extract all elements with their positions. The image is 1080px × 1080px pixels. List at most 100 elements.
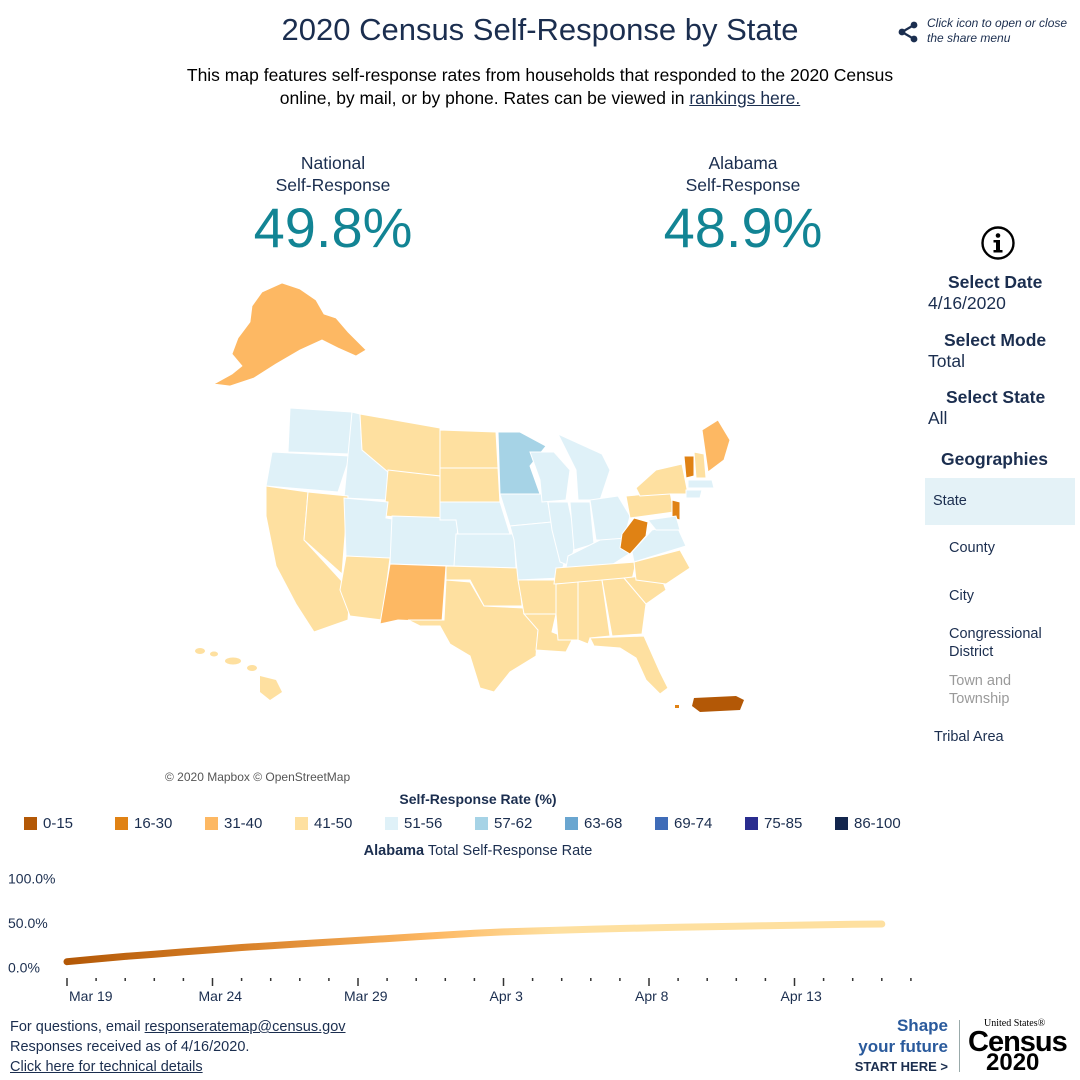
- state-arizona: [339, 555, 391, 621]
- state-connecticut: [685, 489, 703, 499]
- legend-title: Self-Response Rate (%): [399, 791, 557, 807]
- legend-item-57-62: 57-62: [475, 814, 532, 832]
- legend-label: 51-56: [404, 814, 443, 832]
- legend-swatch: [475, 816, 488, 830]
- geo-option-city[interactable]: City: [949, 588, 974, 604]
- geo-option-cd-line1: Congressional: [949, 626, 1042, 642]
- y-tick-label: 50.0%: [8, 915, 48, 931]
- promo-line-1: Shape: [896, 1016, 948, 1035]
- share-control[interactable]: Click icon to open or close the share me…: [896, 16, 1076, 50]
- geo-option-town-line1: Town and: [949, 673, 1012, 689]
- legend-item-86-100: 86-100: [835, 814, 901, 832]
- state-virginia: [631, 523, 687, 563]
- rankings-link[interactable]: rankings here.: [689, 88, 801, 108]
- legend-swatch: [205, 816, 218, 830]
- national-kpi-label-1: National: [300, 153, 366, 173]
- state-north-dakota: [439, 429, 499, 469]
- state-maine: [701, 419, 731, 473]
- legend-item-75-85: 75-85: [745, 814, 802, 832]
- census-logo-year: 2020: [986, 1049, 1040, 1076]
- footer-questions: For questions, email responseratemap@cen…: [10, 1017, 346, 1037]
- geo-option-state[interactable]: State: [925, 478, 1075, 525]
- census-2020-promo[interactable]: Shape your future START HERE > United St…: [846, 1016, 1076, 1078]
- share-icon[interactable]: [896, 20, 920, 44]
- geo-option-town-township: Town and Township: [949, 672, 1011, 708]
- legend-item-41-50: 41-50: [295, 814, 352, 832]
- state-new-hampshire: [693, 451, 707, 479]
- state-new-jersey: [671, 499, 681, 521]
- legend-swatch: [385, 816, 398, 830]
- technical-details-link[interactable]: Click here for technical details: [10, 1059, 203, 1075]
- page-footer: For questions, email responseratemap@cen…: [10, 1017, 346, 1077]
- geo-option-state-label: State: [933, 493, 967, 509]
- legend-item-0-15: 0-15: [24, 814, 73, 832]
- footer-questions-text: For questions, email: [10, 1019, 145, 1035]
- x-tick-label: Apr 3: [490, 988, 524, 1004]
- state-west-virginia: [619, 517, 649, 555]
- state-oregon: [265, 451, 351, 493]
- trend-title-state: Alabama: [363, 843, 425, 859]
- state-vermont: [683, 455, 695, 479]
- geo-option-tribal-area[interactable]: Tribal Area: [934, 729, 1004, 745]
- legend-label: 57-62: [494, 814, 533, 832]
- promo-start-here[interactable]: START HERE >: [854, 1059, 948, 1074]
- footer-received: Responses received as of 4/16/2020.: [10, 1039, 250, 1055]
- email-link[interactable]: responseratemap@census.gov: [144, 1019, 346, 1035]
- select-state-value[interactable]: All: [928, 408, 948, 428]
- geo-option-town-line2: Township: [949, 691, 1010, 707]
- trend-chart-title: Alabama Total Self-Response Rate: [0, 843, 956, 859]
- legend-swatch: [295, 816, 308, 830]
- x-tick-label: Mar 19: [69, 988, 113, 1004]
- state-nevada: [303, 491, 349, 576]
- subtitle-text: This map features self-response rates fr…: [186, 65, 894, 108]
- select-mode-value[interactable]: Total: [928, 351, 965, 371]
- state-texas: [407, 579, 539, 693]
- trend-line-chart[interactable]: 100.0% 50.0% 0.0% Mar 19 Mar 24 Mar 29 Apr 3 A…: [0, 868, 930, 1008]
- geo-option-congressional-district[interactable]: Congressional District: [949, 625, 1042, 661]
- state-kpi: Alabama Self-Response 48.9%: [613, 152, 873, 258]
- state-north-carolina: [633, 549, 691, 585]
- state-louisiana: [522, 613, 573, 653]
- state-hawaii[interactable]: [195, 648, 282, 700]
- state-pennsylvania: [625, 491, 675, 519]
- legend-item-16-30: 16-30: [115, 814, 172, 832]
- share-hint: Click icon to open or close the share me…: [927, 16, 1068, 45]
- legend-label: 69-74: [674, 814, 713, 832]
- state-maryland: [647, 515, 681, 531]
- promo-line-2: your future: [858, 1037, 948, 1056]
- legend-swatch: [24, 816, 37, 830]
- legend-swatch: [115, 816, 128, 830]
- territory-puerto-rico[interactable]: [692, 696, 744, 712]
- state-new-mexico: [379, 563, 447, 625]
- state-alaska[interactable]: [212, 282, 367, 387]
- legend-label: 75-85: [764, 814, 803, 832]
- page-title: 2020 Census Self-Response by State: [281, 12, 799, 47]
- state-massachusetts: [687, 479, 715, 489]
- legend-label: 86-100: [854, 814, 901, 832]
- x-tick-label: Apr 13: [781, 988, 822, 1004]
- trend-title-rest: Total Self-Response Rate: [424, 843, 593, 859]
- info-icon[interactable]: [980, 225, 1016, 261]
- legend-label: 63-68: [584, 814, 623, 832]
- legend-label: 0-15: [43, 814, 74, 832]
- national-kpi: National Self-Response 49.8%: [203, 152, 463, 258]
- legend-item-63-68: 63-68: [565, 814, 622, 832]
- legend-label: 41-50: [314, 814, 353, 832]
- legend-swatch: [565, 816, 578, 830]
- state-kpi-label-2: Self-Response: [685, 175, 801, 195]
- state-arkansas: [517, 579, 561, 615]
- geo-option-county[interactable]: County: [949, 540, 995, 556]
- select-date-value[interactable]: 4/16/2020: [928, 293, 1006, 313]
- geo-option-cd-line2: District: [949, 644, 994, 660]
- x-tick-label: Mar 29: [344, 988, 388, 1004]
- geographies-label: Geographies: [941, 449, 1048, 469]
- map-attribution[interactable]: © 2020 Mapbox © OpenStreetMap: [165, 770, 351, 784]
- state-florida: [589, 635, 669, 695]
- trend-series-line: [63, 920, 886, 966]
- us-choropleth-map[interactable]: [170, 270, 810, 770]
- select-mode-label: Select Mode: [944, 330, 1047, 350]
- lower-48-states[interactable]: [265, 407, 731, 695]
- page-subtitle: This map features self-response rates fr…: [170, 64, 910, 110]
- state-new-york: [635, 463, 689, 497]
- y-tick-label: 100.0%: [8, 871, 55, 887]
